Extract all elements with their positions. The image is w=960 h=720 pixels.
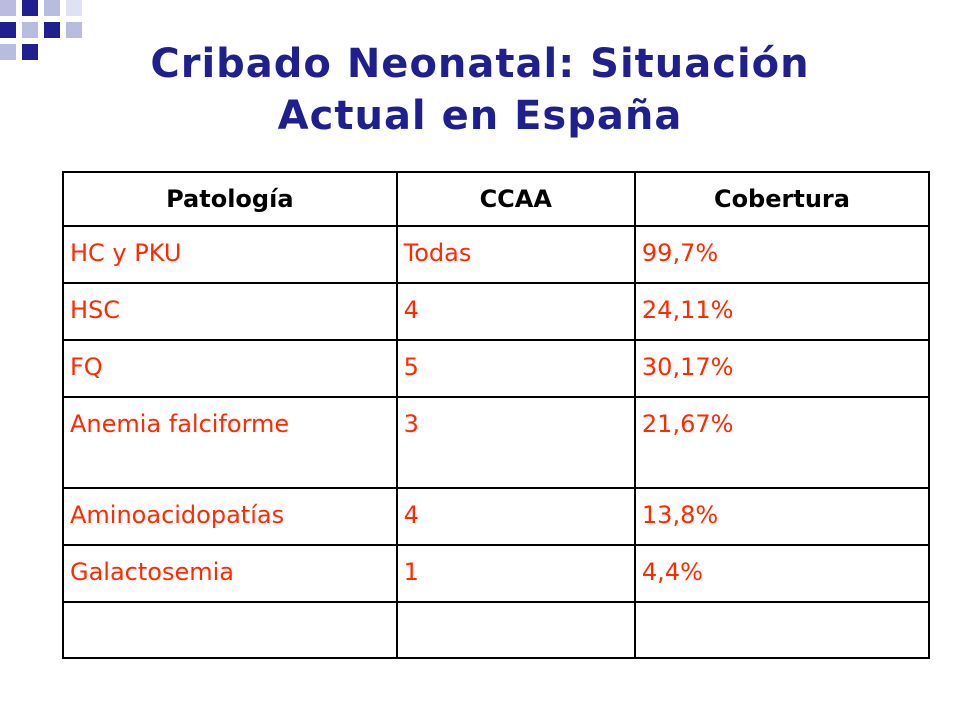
cell-pathology: Galactosemia [62,544,398,603]
cell-pathology: FQ [62,339,398,398]
cell-coverage: 21,67% [633,396,931,489]
table-row: HC y PKU Todas 99,7% [62,225,931,284]
cell-pathology: HC y PKU [62,225,398,284]
table-row: Aminoacidopatías 4 13,8% [62,487,931,546]
cell-coverage: 24,11% [633,282,931,341]
cell-pathology: Aminoacidopatías [62,487,398,546]
title-line-2: Actual en España [277,93,683,139]
cell-ccaa: Todas [395,225,636,284]
cell-ccaa: 4 [395,487,636,546]
header-row: Patología CCAA Cobertura [62,171,931,227]
cell-pathology: Anemia falciforme [62,396,398,489]
cell-ccaa [395,601,636,659]
cell-coverage: 13,8% [633,487,931,546]
header-pathology: Patología [62,171,398,227]
header-ccaa: CCAA [395,171,636,227]
cell-pathology: HSC [62,282,398,341]
cell-ccaa: 4 [395,282,636,341]
table-row-empty [62,601,931,659]
header-coverage: Cobertura [633,171,931,227]
corner-decoration [0,0,120,60]
screening-table: Patología CCAA Cobertura HC y PKU Todas … [62,171,931,659]
cell-coverage [633,601,931,659]
table-row: Galactosemia 1 4,4% [62,544,931,603]
cell-coverage: 30,17% [633,339,931,398]
cell-coverage: 99,7% [633,225,931,284]
cell-ccaa: 1 [395,544,636,603]
table-row: FQ 5 30,17% [62,339,931,398]
table-row: Anemia falciforme 3 21,67% [62,396,931,489]
cell-ccaa: 5 [395,339,636,398]
cell-pathology [62,601,398,659]
cell-coverage: 4,4% [633,544,931,603]
cell-ccaa: 3 [395,396,636,489]
title-line-1: Cribado Neonatal: Situación [150,41,810,87]
table-row: HSC 4 24,11% [62,282,931,341]
slide-title: Cribado Neonatal: Situación Actual en Es… [0,38,960,142]
